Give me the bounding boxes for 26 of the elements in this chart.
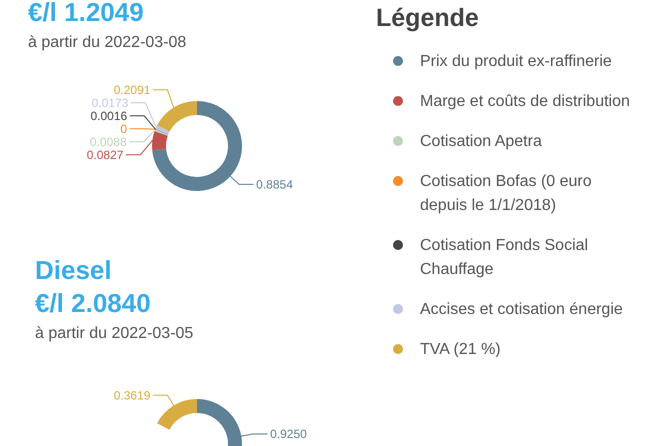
data-label: 0.9250 [270,427,308,441]
legend-label: Cotisation Apetra [420,133,542,150]
donut-slice [152,131,168,150]
legend-label: Prix du produit ex-raffinerie [420,53,612,70]
chart-title: Diesel [35,255,112,285]
chart-subtitle: €/l 2.0840 [35,288,151,318]
legend-label: Marge et coûts de distribution [420,93,630,110]
donut-slice [157,101,197,132]
donut-slice [152,101,242,191]
donut-slice [155,125,170,134]
legend-title: Légende [376,4,479,32]
data-label: 0.0016 [90,108,128,123]
text: à partir du 2022-03-05 [35,325,194,342]
legend-label: Accises et cotisation énergie [420,301,623,318]
text: à partir du 2022-03-08 [28,34,186,51]
data-label: 0.0173 [92,96,129,110]
legend-label: Cotisation Bofas (0 euro depuis le 1/1/2018) [420,173,592,214]
data-label: 0.3619 [114,388,151,402]
data-label: 0.0088 [90,134,127,149]
legend-label: TVA (21 %) [420,341,501,358]
legend-label: Cotisation Fonds Social Chauffage [420,237,588,278]
data-label: 0.8854 [256,177,294,192]
data-label: 0.0827 [86,148,124,162]
text: 0 [120,122,128,136]
chart-subtitle: €/l 1.2049 [28,0,144,27]
data-label: 0.2091 [114,82,151,97]
